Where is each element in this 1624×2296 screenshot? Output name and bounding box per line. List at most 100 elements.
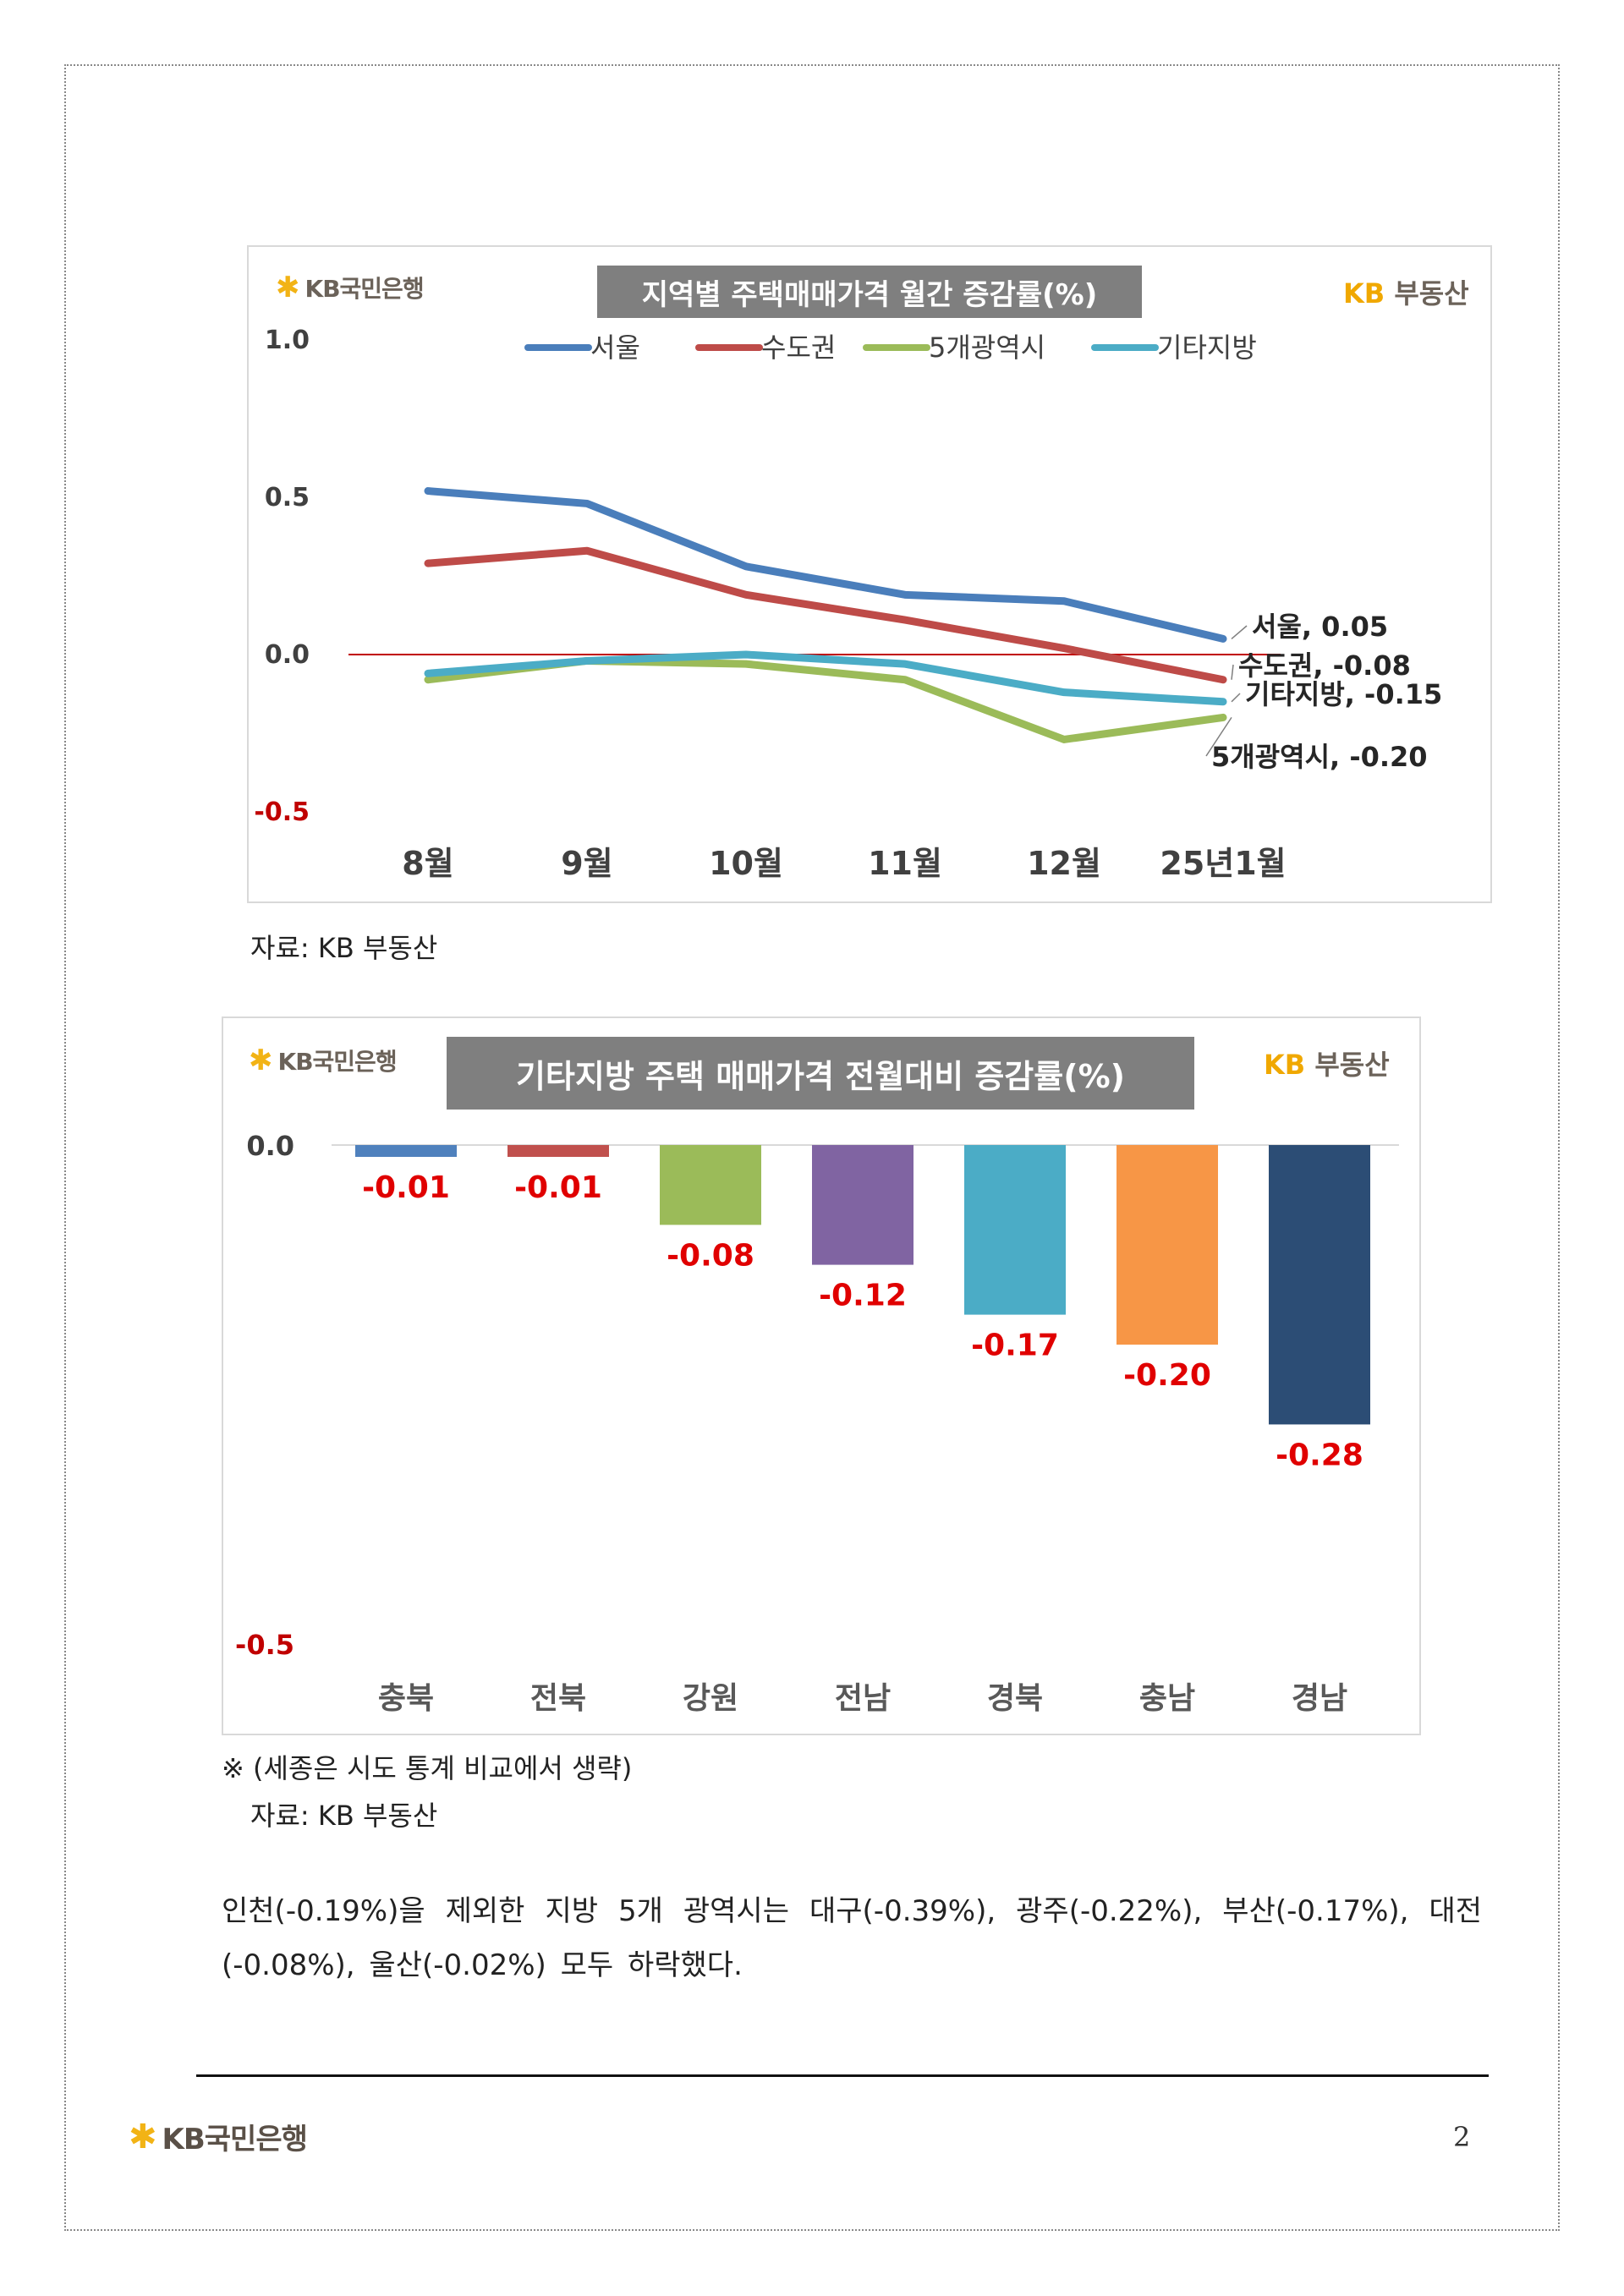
data-point (427, 672, 429, 675)
x-tick-label: 전남 (835, 1681, 891, 1716)
kb-realestate-logo: KB 부동산 (1264, 1044, 1390, 1082)
y-tick-label: 0.0 (265, 640, 310, 670)
kb-star-icon: ✱ (276, 271, 300, 304)
data-point (586, 660, 588, 662)
data-point (427, 490, 429, 492)
bar-경북 (964, 1145, 1066, 1315)
chart2-source: 자료: KB 부동산 (250, 1800, 438, 1832)
bar-전북 (508, 1145, 609, 1157)
x-tick-label: 강원 (683, 1681, 738, 1716)
data-point (1063, 600, 1065, 602)
leader-line (1231, 693, 1241, 703)
x-tick-label: 충남 (1139, 1681, 1195, 1716)
data-point (1222, 638, 1224, 640)
legend-label: 5개광역시 (929, 332, 1045, 364)
bar-chart-panel: 0.0 -0.5 -0.01 충북 -0.01 전북 -0.08 강원 -0.12 전남 -0.17… (222, 1016, 1421, 1735)
series-line-3 (424, 656, 1227, 743)
bar-chart-title-text: 기타지방 주택 매매가격 전월대비 증감률(%) (515, 1057, 1126, 1095)
x-tick-label: 12월 (1027, 845, 1101, 882)
x-tick-label: 25년1월 (1160, 845, 1286, 882)
data-point (1063, 691, 1065, 693)
bar-value-label: -0.08 (667, 1238, 754, 1273)
y-tick-label: 0.0 (246, 1130, 294, 1162)
data-point (904, 678, 906, 681)
data-point (1222, 700, 1224, 703)
line-chart-title: 지역별 주택매매가격 월간 증감률(%) (597, 266, 1142, 318)
bar-강원 (660, 1145, 761, 1225)
bar-value-label: -0.20 (1123, 1358, 1211, 1393)
x-tick-label: 10월 (709, 845, 783, 882)
line-chart-panel: 1.0 0.5 0.0 -0.5 8월 9월 10월 11월 12월 25년1월 서울 수도권 5개광역… (247, 245, 1492, 903)
kb-realestate-kb: KB (1343, 277, 1385, 310)
data-point (1063, 647, 1065, 649)
data-point (745, 594, 747, 596)
footer-kb-logo: ✱ KB국민은행 (129, 2116, 308, 2157)
page-border (64, 64, 1560, 2231)
leader-line (1205, 716, 1232, 757)
x-tick-label: 충북 (378, 1681, 434, 1716)
y-tick-label: -0.5 (254, 797, 310, 827)
end-data-label: 기타지방, -0.15 (1245, 678, 1442, 710)
x-tick-label: 전북 (530, 1681, 586, 1716)
data-point (745, 654, 747, 655)
end-data-label: 5개광역시, -0.20 (1211, 741, 1428, 773)
kb-realestate-text: 부동산 (1394, 277, 1469, 310)
leader-line (1231, 664, 1234, 680)
y-tick-label: -0.5 (235, 1629, 294, 1661)
body-paragraph: 인천(-0.19%)을 제외한 지방 5개 광역시는 대구(-0.39%), 광… (222, 1894, 1482, 1982)
kb-bank-logo: ✱ KB국민은행 (249, 1044, 398, 1077)
data-point (1222, 678, 1224, 681)
bar-value-label: -0.28 (1276, 1438, 1363, 1472)
x-tick-label: 8월 (402, 845, 453, 882)
bar-chart-title: 기타지방 주택 매매가격 전월대비 증감률(%) (447, 1037, 1194, 1110)
page-number: 2 (1453, 2121, 1471, 2153)
x-tick-label: 9월 (561, 845, 612, 882)
end-data-label: 서울, 0.05 (1252, 611, 1388, 643)
series-line-1 (424, 487, 1227, 643)
x-tick-label: 경남 (1292, 1681, 1347, 1716)
bar-value-label: -0.12 (819, 1279, 907, 1313)
bar-경남 (1269, 1145, 1370, 1425)
data-point (1222, 716, 1224, 719)
bar-value-label: -0.01 (362, 1170, 450, 1205)
kb-bank-logo: ✱ KB국민은행 (276, 271, 425, 304)
line-chart-title-text: 지역별 주택매매가격 월간 증감률(%) (641, 277, 1098, 312)
kb-star-icon: ✱ (129, 2117, 157, 2156)
series-line-4 (424, 650, 1227, 706)
data-point (1063, 738, 1065, 741)
bar-value-label: -0.01 (514, 1170, 602, 1205)
bar-chart: 0.0 -0.5 -0.01 충북 -0.01 전북 -0.08 강원 -0.12 전남 -0.17… (235, 1130, 1399, 1716)
x-tick-label: 경북 (987, 1681, 1043, 1716)
data-point (904, 663, 906, 666)
footer-divider (196, 2074, 1489, 2077)
end-data-label: 수도권, -0.08 (1238, 649, 1411, 682)
legend-label: 수도권 (761, 332, 836, 364)
data-point (745, 663, 747, 666)
legend-label: 서울 (590, 332, 640, 364)
bar-충북 (355, 1145, 457, 1157)
chart2-note: ※ (세종은 시도 통계 비교에서 생략) (222, 1752, 633, 1784)
x-tick-label: 11월 (868, 845, 942, 882)
bar-value-label: -0.17 (971, 1329, 1059, 1363)
data-point (745, 565, 747, 567)
data-point (904, 619, 906, 622)
data-point (427, 678, 429, 681)
data-point (904, 594, 906, 596)
line-chart: 1.0 0.5 0.0 -0.5 8월 9월 10월 11월 12월 25년1월 서울 수도권 5개광역… (254, 326, 1442, 882)
leader-line (1231, 625, 1248, 639)
kb-realestate-text: 부동산 (1314, 1049, 1390, 1081)
kb-bank-logo-text: KB국민은행 (304, 275, 425, 303)
footer-logo-text: KB국민은행 (162, 2123, 308, 2156)
data-point (586, 550, 588, 552)
y-tick-label: 1.0 (265, 326, 310, 355)
series-line-2 (424, 546, 1227, 684)
kb-star-icon: ✱ (249, 1044, 273, 1077)
chart1-source: 자료: KB 부동산 (250, 932, 438, 964)
kb-bank-logo-text: KB국민은행 (277, 1048, 398, 1076)
bar-전남 (812, 1145, 914, 1265)
kb-realestate-logo: KB 부동산 (1343, 272, 1469, 311)
y-tick-label: 0.5 (265, 483, 310, 512)
kb-realestate-kb: KB (1264, 1049, 1306, 1081)
bar-충남 (1116, 1145, 1218, 1345)
legend-label: 기타지방 (1157, 332, 1257, 364)
